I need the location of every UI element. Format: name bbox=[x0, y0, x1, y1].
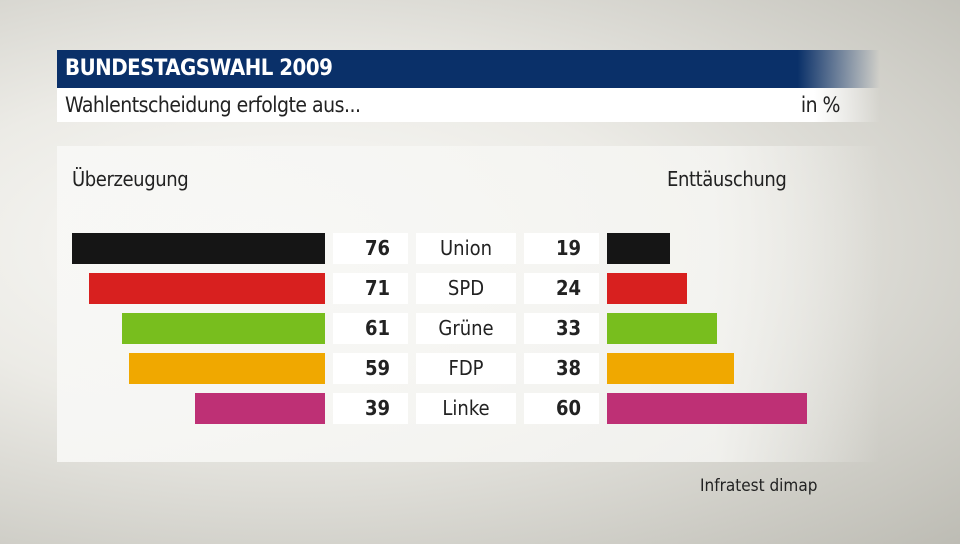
bar-right-SPD bbox=[607, 273, 687, 304]
category-label-Union: Union bbox=[416, 233, 516, 264]
category-label-FDP: FDP bbox=[416, 353, 516, 384]
category-label-SPD: SPD bbox=[416, 273, 516, 304]
value-right-FDP: 38 bbox=[524, 353, 599, 384]
series-label-left: Überzeugung bbox=[72, 167, 189, 191]
value-right-SPD: 24 bbox=[524, 273, 599, 304]
value-right-Linke: 60 bbox=[524, 393, 599, 424]
value-left-Union: 76 bbox=[333, 233, 408, 264]
bar-left-Union bbox=[71, 233, 325, 264]
chart-subtitle-bar: Wahlentscheidung erfolgte aus... in % bbox=[57, 88, 880, 122]
value-right-Grüne: 33 bbox=[524, 313, 599, 344]
source-label: Infratest dimap bbox=[700, 476, 818, 496]
bar-left-Grüne bbox=[121, 313, 325, 344]
chart-title-bar: BUNDESTAGSWAHL 2009 bbox=[57, 50, 880, 88]
bar-right-FDP bbox=[607, 353, 734, 384]
bar-right-Union bbox=[607, 233, 671, 264]
category-label-Linke: Linke bbox=[416, 393, 516, 424]
value-left-SPD: 71 bbox=[333, 273, 408, 304]
value-left-FDP: 59 bbox=[333, 353, 408, 384]
chart-title: BUNDESTAGSWAHL 2009 bbox=[65, 56, 333, 81]
value-right-Union: 19 bbox=[524, 233, 599, 264]
value-left-Linke: 39 bbox=[333, 393, 408, 424]
series-label-right: Enttäuschung bbox=[667, 167, 787, 191]
bar-left-Linke bbox=[195, 393, 325, 424]
bar-left-SPD bbox=[88, 273, 325, 304]
bar-right-Linke bbox=[607, 393, 807, 424]
chart-subtitle: Wahlentscheidung erfolgte aus... bbox=[65, 93, 361, 117]
unit-label: in % bbox=[800, 93, 841, 117]
bar-right-Grüne bbox=[607, 313, 717, 344]
category-label-Grüne: Grüne bbox=[416, 313, 516, 344]
value-left-Grüne: 61 bbox=[333, 313, 408, 344]
bar-left-FDP bbox=[128, 353, 325, 384]
